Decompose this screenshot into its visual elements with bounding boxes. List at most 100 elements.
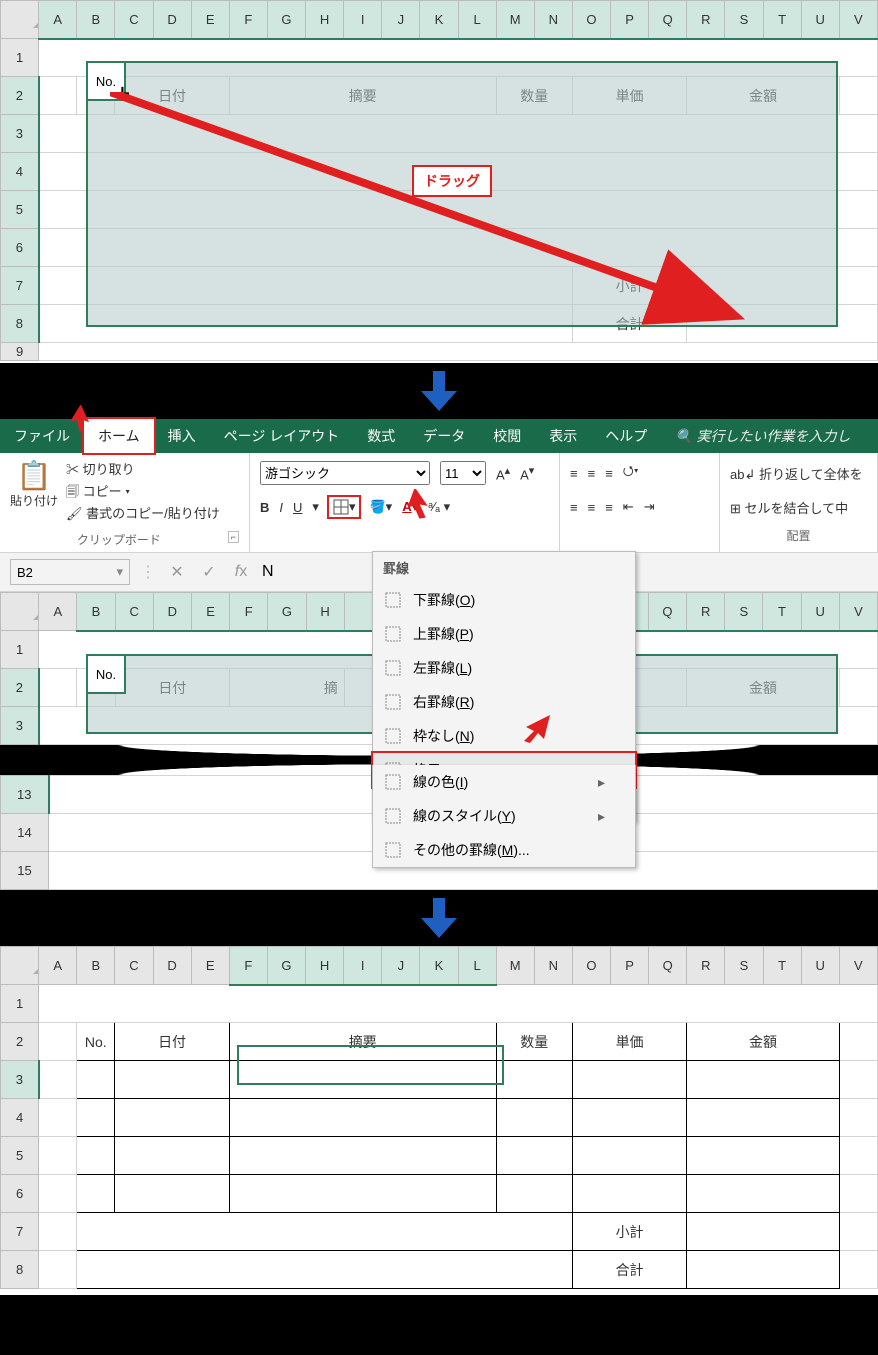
indent-dec-button[interactable]: ⇤ [623, 499, 634, 515]
select-all-corner[interactable] [1, 1, 39, 39]
colhdr[interactable]: S [725, 593, 763, 631]
colhdr[interactable]: E [191, 593, 229, 631]
rowhdr[interactable]: 8 [1, 1251, 39, 1289]
colhdr[interactable]: S [725, 947, 763, 985]
colhdr[interactable]: E [191, 1, 229, 39]
borders-button[interactable]: ▾ [329, 497, 360, 517]
colhdr[interactable]: Q [648, 593, 686, 631]
colhdr[interactable]: R [687, 593, 725, 631]
rowhdr[interactable]: 7 [1, 1213, 39, 1251]
grow-font-button[interactable]: A▴ [496, 464, 510, 482]
cell-amount[interactable]: 金額 [687, 1023, 840, 1061]
colhdr[interactable]: J [382, 947, 420, 985]
colhdr[interactable]: M [496, 1, 534, 39]
colhdr[interactable]: H [306, 1, 344, 39]
rowhdr[interactable]: 3 [1, 1061, 39, 1099]
colhdr[interactable]: R [687, 1, 725, 39]
colhdr[interactable]: N [534, 1, 572, 39]
align-left-button[interactable]: ≡ [570, 500, 578, 515]
colhdr[interactable]: C [115, 1, 153, 39]
copy-button[interactable]: 🗐 コピー ▾ [66, 481, 220, 503]
tab-review[interactable]: 校閲 [479, 419, 535, 453]
colhdr[interactable]: F [229, 1, 267, 39]
colhdr[interactable]: P [611, 947, 649, 985]
colhdr[interactable]: P [611, 1, 649, 39]
cell-summary[interactable]: 摘要 [229, 77, 496, 115]
enter-button[interactable]: ✓ [198, 562, 220, 582]
rowhdr[interactable]: 14 [1, 814, 49, 852]
tab-pagelayout[interactable]: ページ レイアウト [210, 419, 354, 453]
colhdr[interactable]: T [763, 1, 801, 39]
colhdr[interactable]: D [153, 947, 191, 985]
colhdr[interactable]: I [344, 947, 382, 985]
colhdr[interactable]: O [572, 1, 610, 39]
select-all-corner[interactable] [1, 947, 39, 985]
border-menu-O[interactable]: 下罫線(O) [373, 583, 635, 617]
rowhdr[interactable]: 4 [1, 153, 39, 191]
colhdr[interactable]: A [39, 593, 77, 631]
tab-help[interactable]: ヘルプ [591, 419, 661, 453]
rowhdr[interactable]: 6 [1, 1175, 39, 1213]
colhdr[interactable]: U [801, 947, 839, 985]
paste-button[interactable]: 📋 [10, 459, 58, 492]
cell-date[interactable]: 日付 [115, 669, 230, 707]
colhdr[interactable]: U [801, 1, 839, 39]
rowhdr[interactable]: 5 [1, 1137, 39, 1175]
border-menu-M[interactable]: その他の罫線(M)... [373, 833, 635, 867]
wrap-text-button[interactable]: ab↲ 折り返して全体を [730, 464, 863, 483]
colhdr[interactable]: V [839, 1, 877, 39]
rowhdr[interactable]: 5 [1, 191, 39, 229]
colhdr[interactable]: C [115, 593, 153, 631]
rowhdr[interactable]: 3 [1, 707, 39, 745]
align-middle-button[interactable]: ≡ [588, 466, 596, 481]
rowhdr[interactable]: 1 [1, 985, 39, 1023]
colhdr[interactable]: Q [649, 947, 687, 985]
rowhdr[interactable]: 15 [1, 852, 49, 890]
format-painter-button[interactable]: 🖌 書式のコピー/貼り付け [66, 503, 220, 525]
underline-button[interactable]: U [293, 500, 302, 515]
border-menu-P[interactable]: 上罫線(P) [373, 617, 635, 651]
tell-me[interactable]: 🔍 実行したい作業を入力し [661, 419, 878, 453]
rowhdr[interactable]: 4 [1, 1099, 39, 1137]
rowhdr[interactable]: 3 [1, 115, 39, 153]
sheet-after[interactable]: A B C D E F G H I J K L M N O P Q R S T … [0, 946, 878, 1289]
colhdr[interactable]: L [458, 1, 496, 39]
name-box[interactable]: B2 ▾ [10, 559, 130, 585]
rowhdr[interactable]: 8 [1, 305, 39, 343]
colhdr[interactable]: H [306, 947, 344, 985]
cell-subtotal[interactable]: 小計 [572, 267, 686, 305]
merge-button[interactable]: ⊞ セルを結合して中 [730, 498, 848, 517]
colhdr[interactable]: H [306, 593, 344, 631]
colhdr[interactable]: F [229, 947, 267, 985]
rowhdr[interactable]: 1 [1, 39, 39, 77]
cell-amount[interactable]: 金額 [687, 669, 840, 707]
colhdr[interactable]: B [77, 947, 115, 985]
cell-summary[interactable]: 摘要 [229, 1023, 496, 1061]
colhdr[interactable]: R [687, 947, 725, 985]
colhdr[interactable]: V [839, 593, 877, 631]
align-center-button[interactable]: ≡ [588, 500, 596, 515]
colhdr[interactable]: S [725, 1, 763, 39]
cell-no[interactable]: No. [77, 1023, 115, 1061]
rowhdr[interactable]: 1 [1, 631, 39, 669]
rowhdr[interactable]: 2 [1, 669, 39, 707]
colhdr[interactable]: V [839, 947, 877, 985]
cell-qty[interactable]: 数量 [496, 77, 572, 115]
border-menu-R[interactable]: 右罫線(R) [373, 685, 635, 719]
colhdr[interactable]: F [230, 593, 268, 631]
shrink-font-button[interactable]: A▾ [520, 464, 534, 482]
colhdr[interactable]: B [77, 1, 115, 39]
cut-button[interactable]: ✂ 切り取り [66, 459, 220, 481]
bold-button[interactable]: B [260, 500, 269, 515]
cell-date[interactable]: 日付 [115, 1023, 229, 1061]
colhdr[interactable]: T [763, 593, 801, 631]
rowhdr[interactable]: 9 [1, 343, 39, 361]
cell-date[interactable]: 日付 [115, 77, 229, 115]
colhdr[interactable]: E [191, 947, 229, 985]
align-right-button[interactable]: ≡ [605, 500, 613, 515]
cell-price[interactable]: 単価 [572, 1023, 686, 1061]
rowhdr[interactable]: 13 [1, 776, 49, 814]
colhdr[interactable]: K [420, 947, 458, 985]
orientation-button[interactable]: ⭯▾ [623, 462, 639, 484]
align-bottom-button[interactable]: ≡ [605, 466, 613, 481]
